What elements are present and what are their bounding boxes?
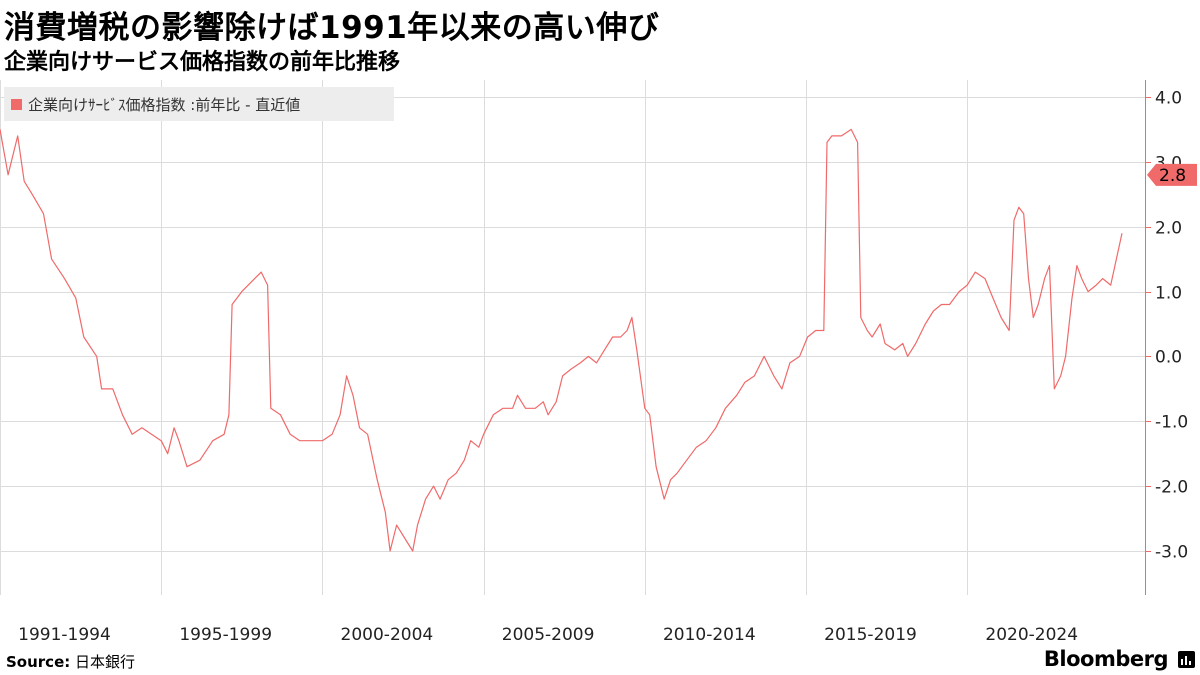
- x-tick-label: 2020-2024: [985, 625, 1078, 645]
- legend-label: 企業向けｻｰﾋﾞｽ価格指数 :前年比 - 直近値: [28, 95, 301, 114]
- chart-legend: 企業向けｻｰﾋﾞｽ価格指数 :前年比 - 直近値: [4, 87, 394, 121]
- y-tick-label: -1.0: [1155, 413, 1188, 433]
- source-value: 日本銀行: [75, 653, 136, 671]
- y-tick-label: -2.0: [1155, 478, 1188, 498]
- y-tick-label: 4.0: [1155, 89, 1182, 109]
- legend-swatch: [11, 98, 22, 110]
- chart-title: 消費増税の影響除けば1991年以来の高い伸び: [4, 10, 660, 46]
- x-tick-label: 2010-2014: [663, 625, 756, 645]
- source-label: Source:: [6, 653, 71, 671]
- y-tick-label: 1.0: [1155, 284, 1182, 304]
- y-tick-label: -3.0: [1155, 543, 1188, 563]
- x-tick-label: 1995-1999: [179, 625, 272, 645]
- last-value-label: 2.8: [1159, 166, 1186, 186]
- bloomberg-terminal-icon: [1178, 651, 1195, 668]
- x-tick-label: 2000-2004: [341, 625, 434, 645]
- x-tick-label: 1991-1994: [18, 625, 111, 645]
- series-line: [0, 128, 1123, 552]
- x-tick-label: 2005-2009: [502, 625, 595, 645]
- brand-logo: Bloomberg: [1043, 647, 1169, 671]
- x-tick-label: 2015-2019: [824, 625, 917, 645]
- y-tick-label: 0.0: [1155, 348, 1182, 368]
- y-tick-label: 2.0: [1155, 219, 1182, 239]
- source-note: Source: 日本銀行: [6, 651, 135, 672]
- chart-subtitle: 企業向けサービス価格指数の前年比推移: [4, 50, 401, 75]
- last-value-badge: [1147, 163, 1197, 186]
